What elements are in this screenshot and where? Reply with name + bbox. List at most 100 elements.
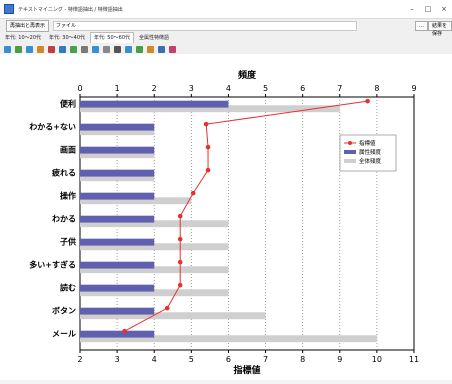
top-tick-label: 5 bbox=[263, 84, 268, 93]
top-tick-label: 2 bbox=[152, 84, 157, 93]
index-point bbox=[177, 282, 183, 288]
index-point bbox=[205, 144, 211, 150]
home-icon[interactable] bbox=[37, 45, 44, 53]
top-tick-label: 1 bbox=[115, 84, 120, 93]
index-point bbox=[190, 190, 196, 196]
chart-icon[interactable] bbox=[92, 45, 99, 53]
tab-age-50-60[interactable]: 年代: 50～60代 bbox=[90, 32, 134, 43]
bottom-tick-label: 2 bbox=[77, 355, 82, 364]
bar-all-frequency bbox=[80, 151, 155, 159]
category-label: わかる bbox=[52, 215, 76, 224]
bottom-tick-label: 6 bbox=[226, 355, 231, 364]
bar-attribute-frequency bbox=[80, 146, 155, 154]
bar-attribute-frequency bbox=[80, 123, 155, 131]
gear-icon[interactable] bbox=[114, 45, 121, 53]
tab-age-10-20[interactable]: 年代: 10～20代 bbox=[5, 35, 41, 41]
bar-all-frequency bbox=[80, 243, 229, 251]
category-label: ボタン bbox=[52, 306, 76, 316]
window-title: テキストマイニング - 特徴語抽出 / 特徴語抽出 bbox=[18, 6, 123, 13]
index-point bbox=[164, 305, 170, 311]
category-label: 便利 bbox=[60, 99, 76, 109]
zoom-out-icon[interactable] bbox=[26, 45, 33, 53]
minimize-button[interactable]: – bbox=[410, 5, 414, 13]
index-point bbox=[205, 167, 211, 173]
bottom-tick-label: 4 bbox=[152, 355, 157, 364]
window-controls: – □ × bbox=[404, 0, 452, 18]
bottom-axis-label: 指標値 bbox=[233, 364, 260, 376]
category-label: 画面 bbox=[60, 146, 76, 155]
top-tick-label: 6 bbox=[300, 84, 305, 93]
bar-all-frequency bbox=[80, 266, 229, 274]
bar-all-frequency bbox=[80, 289, 229, 297]
app-icon bbox=[4, 4, 14, 14]
settings-icon[interactable] bbox=[103, 45, 110, 53]
bar-attribute-frequency bbox=[80, 169, 155, 177]
index-point bbox=[122, 328, 127, 334]
reextract-button[interactable]: 再抽出と再表示 bbox=[6, 20, 50, 32]
bar-attribute-frequency bbox=[80, 307, 155, 315]
bottom-tick-label: 8 bbox=[300, 355, 305, 364]
top-tick-label: 3 bbox=[189, 84, 194, 93]
bar-all-frequency bbox=[80, 335, 377, 343]
index-point bbox=[177, 236, 183, 242]
bar-all-frequency bbox=[80, 220, 229, 228]
command-row: 再抽出と再表示 ファイル … 結果を保存 bbox=[0, 20, 452, 37]
category-label: 疲れる bbox=[52, 168, 76, 178]
close-button[interactable]: × bbox=[441, 5, 447, 13]
file-path-field[interactable]: ファイル bbox=[53, 21, 358, 31]
top-axis-label: 頻度 bbox=[238, 69, 257, 81]
bar-attribute-frequency bbox=[80, 238, 155, 246]
chart-area: 便利わかる+ない画面疲れる操作わかる子供多い+すぎる読むボタンメール 0 1 2 3 4 5… bbox=[0, 54, 452, 380]
category-label: 読む bbox=[60, 283, 76, 293]
refresh-icon[interactable] bbox=[70, 45, 77, 53]
save-icon[interactable] bbox=[158, 45, 165, 53]
top-tick-label: 0 bbox=[77, 84, 82, 93]
legend-line-marker bbox=[348, 141, 352, 145]
category-label: 操作 bbox=[60, 191, 76, 201]
index-point bbox=[203, 121, 209, 127]
bottom-tick-label: 7 bbox=[263, 355, 268, 364]
top-tick-label: 8 bbox=[374, 84, 379, 93]
browse-button[interactable]: … bbox=[415, 21, 428, 31]
image-icon[interactable] bbox=[147, 45, 154, 53]
category-label: 多い+すぎる bbox=[29, 260, 76, 270]
bar-attribute-frequency bbox=[80, 100, 229, 108]
bar-all-frequency bbox=[80, 128, 155, 136]
tab-bar: 年代: 10～20代 年代: 30～40代 年代: 50～60代 全属性特徴語 bbox=[0, 32, 452, 43]
index-point bbox=[177, 213, 183, 219]
export-icon[interactable] bbox=[136, 45, 143, 53]
bar-attribute-frequency bbox=[80, 215, 155, 223]
search-icon[interactable] bbox=[4, 45, 11, 53]
bottom-tick-label: 5 bbox=[189, 355, 194, 364]
legend-label: 全体頻度 bbox=[359, 157, 382, 165]
category-label: わかる+ない bbox=[29, 123, 76, 132]
title-bar: テキストマイニング - 特徴語抽出 / 特徴語抽出 – □ × bbox=[0, 0, 452, 19]
play-icon[interactable] bbox=[59, 45, 66, 53]
table-icon[interactable] bbox=[125, 45, 132, 53]
top-tick-label: 9 bbox=[411, 84, 416, 93]
bar-attribute-frequency bbox=[80, 261, 155, 269]
bottom-tick-label: 3 bbox=[115, 355, 120, 364]
grid-icon[interactable] bbox=[81, 45, 88, 53]
bottom-tick-label: 11 bbox=[409, 355, 419, 364]
zoom-in-icon[interactable] bbox=[15, 45, 22, 53]
category-label: 子供 bbox=[60, 237, 76, 247]
maximize-button[interactable]: □ bbox=[424, 5, 432, 13]
bar-all-frequency bbox=[80, 105, 340, 113]
category-label: メール bbox=[52, 330, 76, 339]
paint-icon[interactable] bbox=[169, 45, 176, 53]
top-tick-label: 7 bbox=[337, 84, 342, 93]
save-result-button[interactable]: 結果を保存 bbox=[428, 21, 452, 37]
bar-attribute-frequency bbox=[80, 192, 155, 200]
tab-all-attributes[interactable]: 全属性特徴語 bbox=[139, 35, 170, 41]
index-point bbox=[177, 259, 183, 265]
tab-age-30-40[interactable]: 年代: 30～40代 bbox=[49, 35, 85, 41]
bar-attribute-frequency bbox=[80, 330, 155, 338]
info-icon[interactable] bbox=[48, 45, 55, 53]
bar-all-frequency bbox=[80, 197, 192, 205]
legend-label: 指標値 bbox=[359, 139, 376, 147]
legend-label: 属性頻度 bbox=[359, 148, 382, 156]
bar-all-frequency bbox=[80, 174, 155, 182]
